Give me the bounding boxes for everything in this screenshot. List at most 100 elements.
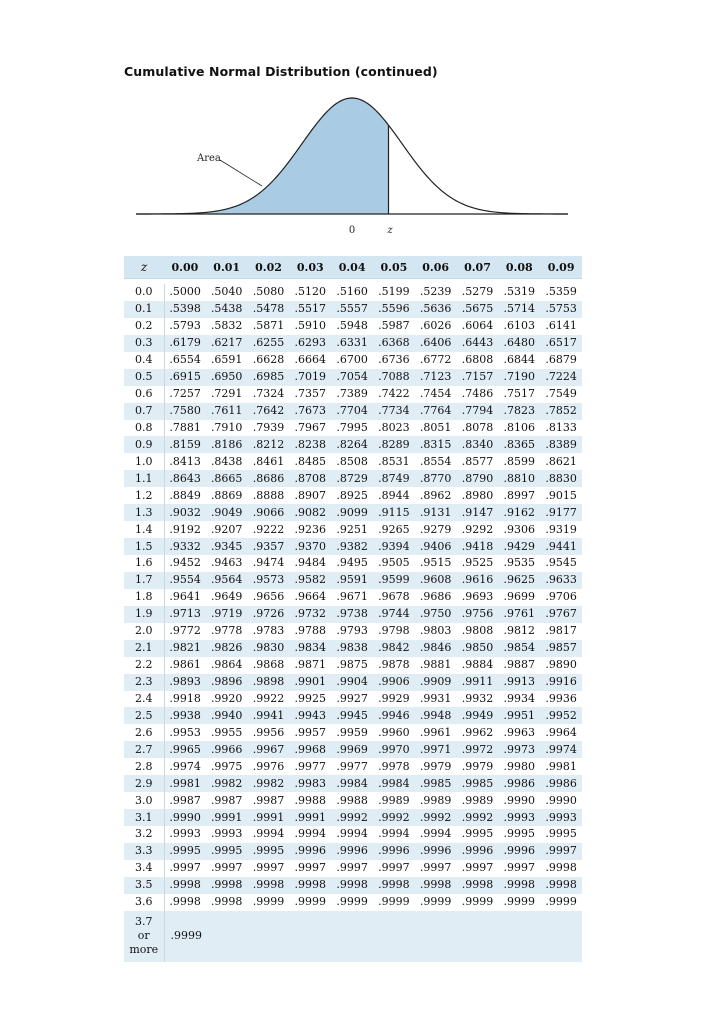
probability-cell: .8289	[372, 436, 415, 454]
probability-cell: .9990	[503, 793, 536, 807]
probability-cell: .9192	[169, 522, 201, 536]
probability-cell: .9991	[205, 809, 248, 826]
z-value-cell: 0.8	[124, 419, 165, 437]
table-row: 1.4 .9192 .9207 .9222 .9236 .9251 .9265 .9279 .9…	[124, 521, 582, 539]
probability-cell: .7088	[372, 368, 415, 386]
probability-cell: .8438	[210, 454, 243, 468]
probability-cell: .9952	[540, 707, 582, 725]
probability-cell: .9998	[164, 876, 206, 894]
probability-cell: .7852	[540, 402, 582, 420]
probability-cell: .5199	[378, 285, 410, 299]
probability-cell: .8485	[294, 454, 327, 468]
probability-cell: .5987	[378, 319, 410, 333]
probability-cell: .9906	[372, 673, 415, 691]
probability-cell: .9998	[414, 876, 457, 894]
probability-cell: .5557	[331, 300, 373, 318]
probability-cell: .9996	[372, 842, 415, 860]
probability-cell: .9911	[456, 673, 499, 691]
probability-cell: .9993	[169, 827, 201, 841]
probability-cell: .9767	[540, 605, 582, 623]
table-body: 0.0.5000.5040.5080.5120.5160.5199.5239.5…	[124, 279, 582, 962]
probability-cell: .9984	[331, 775, 373, 793]
probability-cell: .9854	[498, 639, 541, 657]
probability-cell: .8365	[498, 436, 541, 454]
probability-cell: .5753	[540, 300, 582, 318]
probability-cell: .9997	[503, 861, 536, 875]
probability-cell: .5948	[336, 319, 368, 333]
probability-cell: .9966	[205, 741, 248, 759]
probability-cell: .9535	[503, 556, 536, 570]
probability-cell: .9979	[461, 759, 494, 773]
probability-cell: .9916	[540, 673, 582, 691]
table-row: 1.9.9713.9719.9726.9732.9738.9744.9750.9…	[124, 605, 582, 623]
probability-cell: .9893	[164, 673, 206, 691]
probability-cell: .9977	[336, 759, 368, 773]
probability-cell: .5160	[336, 285, 368, 299]
z-value-cell: 1.3	[124, 504, 165, 522]
table-row: 1.7.9554.9564.9573.9582.9591.9599.9608.9…	[124, 571, 582, 589]
probability-cell: .9884	[461, 658, 494, 672]
probability-cell: .8340	[456, 436, 499, 454]
probability-cell: .9099	[331, 504, 373, 522]
probability-cell: .9995	[461, 827, 494, 841]
probability-cell: .9207	[210, 522, 243, 536]
zero-label: 0	[349, 225, 355, 236]
probability-cell: .9962	[461, 725, 494, 739]
probability-cell: .9988	[336, 793, 368, 807]
z-value-cell: 0.1	[124, 300, 165, 318]
probability-cell: .9998	[545, 861, 577, 875]
probability-cell: .9236	[294, 522, 327, 536]
probability-cell: .9147	[456, 504, 499, 522]
probability-cell: .9979	[419, 759, 452, 773]
probability-cell: .9987	[210, 793, 243, 807]
probability-cell: .9989	[378, 793, 410, 807]
probability-cell: .9972	[456, 741, 499, 759]
table-row: 2.4 .9918 .9920 .9922 .9925 .9927 .9929 .9931 .9…	[124, 690, 582, 708]
probability-cell: .9484	[294, 556, 327, 570]
probability-cell: .7611	[205, 402, 248, 420]
table-row-last: 3.7 or more .9999	[124, 910, 582, 962]
probability-cell: .6141	[545, 319, 577, 333]
table-row: 0.6 .7257 .7291 .7324 .7357 .7389 .7422 .7454 .7…	[124, 385, 582, 403]
probability-cell: .9929	[378, 691, 410, 705]
probability-cell: .8944	[378, 488, 410, 502]
probability-cell: .6103	[503, 319, 536, 333]
probability-cell: .6517	[540, 334, 582, 352]
probability-cell: .9992	[456, 809, 499, 826]
probability-cell: .8749	[372, 470, 415, 488]
probability-cell: .9922	[252, 691, 285, 705]
z-value-cell: 2.0	[124, 622, 165, 640]
probability-cell: .9474	[252, 556, 285, 570]
probability-cell: .9693	[461, 590, 494, 604]
probability-cell: .9998	[289, 876, 332, 894]
column-header: 0.05	[372, 256, 415, 279]
table-row: 0.0 .5000 .5040 .5080 .5120 .5160 .5199 .5239 .5…	[124, 284, 582, 301]
probability-cell: .9177	[540, 504, 582, 522]
table-row: 0.7.7580.7611.7642.7673.7704.7734.7764.7…	[124, 402, 582, 420]
probability-cell: .9992	[372, 809, 415, 826]
z-value-cell-last: 3.7 or more	[124, 910, 165, 962]
probability-cell: .9788	[294, 624, 327, 638]
probability-cell: .9306	[503, 522, 536, 536]
probability-cell: .9452	[169, 556, 201, 570]
probability-cell: .7454	[419, 387, 452, 401]
probability-cell: .5793	[169, 319, 201, 333]
probability-cell: .6844	[503, 353, 536, 367]
probability-cell: .9761	[498, 605, 541, 623]
probability-cell: .9994	[336, 827, 368, 841]
probability-cell: .9032	[164, 504, 206, 522]
probability-cell: .9985	[456, 775, 499, 793]
probability-cell: .9997	[540, 842, 582, 860]
probability-cell: .5080	[252, 285, 285, 299]
probability-cell: .9965	[164, 741, 206, 759]
probability-cell: .9998	[372, 876, 415, 894]
probability-cell: .9808	[461, 624, 494, 638]
z-value-cell: 2.1	[124, 639, 165, 657]
table-row: 2.8 .9974 .9975 .9976 .9977 .9977 .9978 .9979 .9…	[124, 758, 582, 776]
probability-cell: .8907	[294, 488, 327, 502]
probability-cell: .9963	[503, 725, 536, 739]
probability-cell: .9990	[545, 793, 577, 807]
probability-cell: .9861	[169, 658, 201, 672]
probability-cell: .9821	[164, 639, 206, 657]
probability-cell: .9981	[164, 775, 206, 793]
